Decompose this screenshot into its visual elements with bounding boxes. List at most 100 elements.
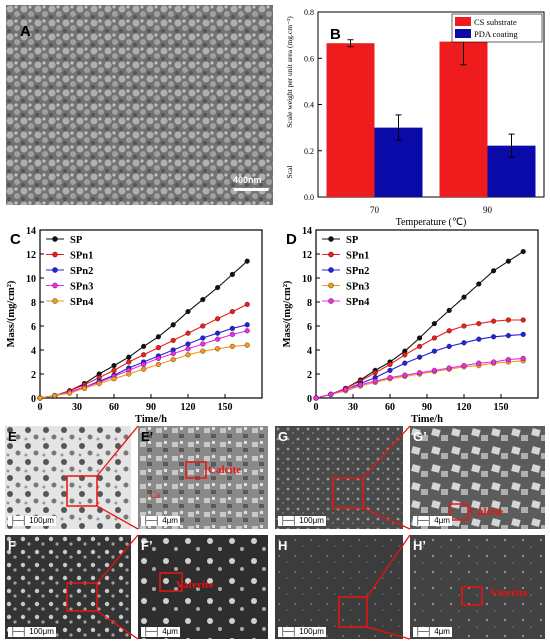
scale-bar-h-prime: ├─┤ 4μm — [413, 627, 452, 637]
x-tick-label-b: 90 — [483, 205, 493, 215]
data-point-d — [446, 328, 452, 334]
data-point-d — [328, 391, 334, 397]
data-point-c — [126, 371, 132, 377]
scale-bar-e: ├─┤ 100μm — [8, 516, 56, 526]
data-point-d — [446, 307, 452, 313]
x-axis-title-d: Time/h — [411, 414, 443, 425]
data-point-d — [505, 357, 511, 363]
x-tick-label-d: 150 — [494, 402, 509, 413]
y-tick-label-c: 0 — [31, 394, 36, 405]
data-point-c — [229, 309, 235, 315]
data-point-d — [387, 367, 393, 373]
data-point-c — [141, 343, 147, 349]
vaterite-box-f-prime — [159, 572, 183, 592]
data-point-d — [402, 360, 408, 366]
data-point-c — [170, 337, 176, 343]
legend-label-d: SPn4 — [346, 297, 370, 308]
y-tick-label-c: 6 — [31, 322, 36, 333]
sem-texture-e — [5, 426, 131, 529]
data-point-c — [37, 395, 43, 401]
bar-b — [326, 43, 375, 197]
x-tick-label-d: 120 — [457, 402, 472, 413]
data-point-c — [215, 336, 221, 342]
vaterite-label-h-prime: Vaterite — [490, 587, 528, 599]
data-point-c — [155, 345, 161, 351]
x-tick-label-d: 90 — [422, 402, 432, 413]
y-tick-label-d: 14 — [302, 226, 312, 237]
panel-label-g-prime: G’ — [413, 429, 427, 444]
data-point-c — [141, 352, 147, 358]
sem-texture-h-prime — [410, 535, 545, 639]
data-point-d — [491, 318, 497, 324]
x-tick-label-c: 30 — [72, 402, 82, 413]
legend-label-b: PDA coating — [474, 29, 518, 39]
zoom-box-h — [338, 596, 368, 628]
data-point-c — [185, 346, 191, 352]
data-point-d — [520, 355, 526, 361]
scale-bar-f: ├─┤ 100μm — [8, 627, 56, 637]
sem-image-e: E ├─┤ 100μm — [5, 426, 131, 529]
scale-bar-f-prime: ├─┤ 4μm — [141, 627, 180, 637]
data-point-c — [185, 309, 191, 315]
y-tick-label-d: 10 — [302, 274, 312, 285]
y-axis-title-b: Scale weight per unit area (mg.cm⁻²) — [285, 16, 294, 128]
scale-bar-a — [234, 188, 268, 191]
legend-label-d: SPn3 — [346, 282, 369, 293]
legend-label-c: SP — [70, 235, 83, 246]
legend-swatch-b — [455, 17, 471, 26]
legend-swatch-b — [455, 29, 471, 38]
scale-label-e-prime: 4μm — [162, 516, 178, 525]
y-tick-label-b: 0.2 — [304, 147, 314, 156]
sem-image-e-prime: E’ Calcite Ca ├─┤ 4μm — [138, 426, 268, 529]
sem-image-a: A 400nm — [6, 5, 273, 205]
data-point-c — [244, 301, 250, 307]
vaterite-label-f-prime: Vaterite — [176, 579, 214, 591]
legend-marker-d — [328, 251, 334, 258]
panel-label-a: A — [20, 23, 31, 40]
data-point-d — [520, 331, 526, 337]
data-point-d — [446, 343, 452, 349]
y-tick-label-c: 14 — [26, 226, 36, 237]
data-point-d — [431, 335, 437, 341]
legend-marker-d — [328, 282, 334, 289]
scale-label-f-prime: 4μm — [162, 627, 178, 636]
y-tick-label-d: 12 — [302, 250, 312, 261]
y-tick-label-d: 8 — [307, 298, 312, 309]
legend-label-d: SPn2 — [346, 266, 369, 277]
data-point-c — [215, 330, 221, 336]
data-point-d — [505, 317, 511, 323]
data-point-c — [111, 363, 117, 369]
data-point-d — [491, 359, 497, 365]
data-point-d — [476, 336, 482, 342]
data-point-d — [387, 375, 393, 381]
x-axis-title-b: Temperature (℃) — [396, 217, 467, 228]
x-tick-label-b: 70 — [370, 205, 380, 215]
panel-label-d: D — [286, 231, 297, 248]
data-point-c — [200, 335, 206, 341]
data-point-c — [229, 271, 235, 277]
y-tick-label-b: 0.6 — [304, 54, 314, 63]
x-tick-label-c: 60 — [109, 402, 119, 413]
data-point-c — [185, 330, 191, 336]
data-point-c — [155, 355, 161, 361]
data-point-d — [313, 395, 319, 401]
sem-image-f-prime: F’ Vaterite ├─┤ 4μm — [138, 535, 268, 639]
data-point-d — [461, 340, 467, 346]
legend-marker-c — [52, 282, 58, 289]
y-axis-title-d: Mass/(mg/cm²) — [282, 280, 293, 347]
chart-d: 0 2 4 6 8 10 12 14 0 30 60 90 120 150 Time/h Mass/(mg/c… — [282, 226, 539, 425]
data-point-c — [155, 334, 161, 340]
data-point-d — [491, 268, 497, 274]
data-point-d — [476, 281, 482, 287]
legend-marker-c — [52, 298, 58, 304]
panel-label-h: H — [278, 538, 288, 553]
scale-label-a: 400nm — [233, 175, 262, 185]
data-point-c — [229, 331, 235, 337]
sem-image-g: G ├─┤ 100μm — [275, 426, 403, 529]
sem-image-h-prime: H’ Vaterite ├─┤ 4μm — [410, 535, 545, 639]
ca-label-e-prime: Ca — [150, 490, 160, 500]
sem-texture-g — [275, 426, 403, 529]
x-tick-label-d: 0 — [314, 402, 319, 413]
y-axis-title-extra-b: Scal — [285, 166, 294, 179]
sem-texture-f — [5, 535, 131, 639]
